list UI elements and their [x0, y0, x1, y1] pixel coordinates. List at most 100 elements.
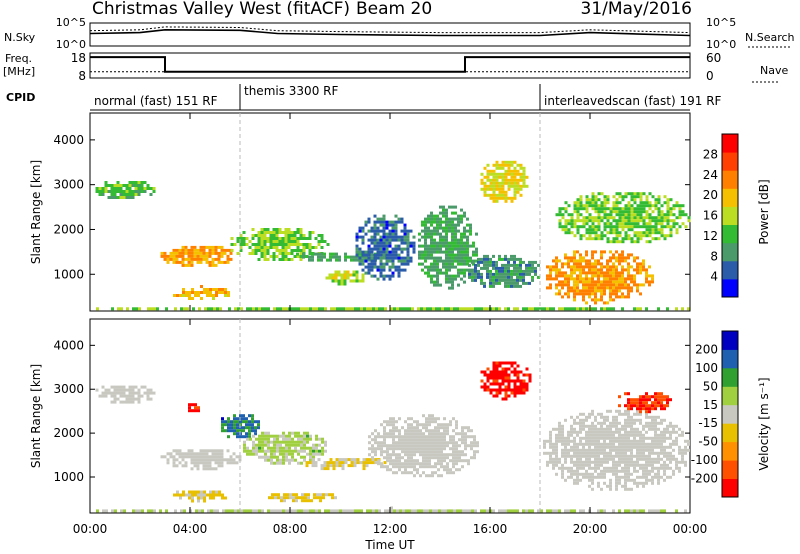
scatter-cell	[308, 243, 312, 246]
scatter-cell	[397, 220, 401, 224]
scatter-cell	[486, 385, 490, 389]
scatter-cell	[552, 460, 555, 464]
scatter-cell	[419, 450, 422, 454]
scatter-cell	[368, 461, 372, 465]
y-tick-label: 2000	[53, 222, 84, 236]
scatter-cell	[570, 472, 573, 476]
scatter-cell	[416, 432, 419, 436]
scatter-cell	[585, 274, 588, 278]
scatter-cell	[202, 464, 206, 468]
scatter-cell	[358, 256, 362, 260]
scatter-cell	[361, 273, 365, 277]
scatter-cell	[166, 458, 170, 462]
scatter-cell	[425, 429, 428, 433]
scatter-cell	[196, 257, 200, 261]
scatter-cell	[681, 460, 684, 464]
scatter-cell	[498, 187, 502, 191]
scatter-cell	[591, 268, 594, 272]
velocity-colorbar-tick-label: -15	[698, 416, 718, 430]
scatter-cell	[516, 172, 520, 176]
scatter-cell	[425, 417, 428, 421]
scatter-cell	[603, 234, 607, 238]
scatter-cell	[240, 509, 243, 513]
scatter-cell	[404, 420, 407, 424]
scatter-cell	[639, 481, 642, 485]
scatter-cell	[555, 457, 558, 461]
scatter-cell	[270, 452, 273, 456]
scatter-cell	[603, 509, 606, 513]
scatter-cell	[209, 294, 212, 297]
scatter-cell	[495, 160, 499, 164]
scatter-cell	[654, 424, 657, 428]
scatter-cell	[660, 213, 664, 217]
scatter-cell	[156, 307, 159, 311]
power-colorbar-swatch	[722, 206, 738, 225]
scatter-cell	[443, 429, 446, 433]
scatter-cell	[227, 291, 230, 294]
scatter-cell	[519, 272, 522, 276]
scatter-cell	[208, 251, 212, 255]
scatter-cell	[476, 444, 479, 448]
scatter-cell	[317, 458, 321, 462]
scatter-cell	[585, 415, 588, 419]
scatter-cell	[119, 196, 123, 199]
scatter-cell	[648, 457, 651, 461]
scatter-cell	[194, 409, 197, 413]
scatter-cell	[588, 271, 591, 275]
scatter-cell	[648, 398, 651, 402]
scatter-cell	[519, 260, 522, 264]
scatter-cell	[398, 432, 401, 436]
scatter-cell	[416, 459, 419, 463]
scatter-cell	[397, 217, 401, 221]
scatter-cell	[483, 184, 487, 188]
scatter-cell	[401, 426, 404, 430]
scatter-cell	[618, 207, 622, 211]
scatter-cell	[570, 216, 574, 220]
scatter-cell	[645, 407, 648, 411]
scatter-cell	[636, 262, 639, 266]
scatter-cell	[388, 256, 392, 260]
scatter-cell	[401, 456, 404, 460]
scatter-cell	[585, 292, 588, 296]
scatter-cell	[480, 178, 484, 182]
scatter-cell	[507, 187, 511, 191]
scatter-cell	[558, 213, 562, 217]
scatter-cell	[654, 207, 658, 211]
scatter-cell	[367, 265, 371, 269]
scatter-cell	[172, 260, 176, 264]
scatter-cell	[398, 459, 401, 463]
scatter-cell	[552, 427, 555, 431]
scatter-cell	[299, 228, 303, 231]
scatter-cell	[570, 448, 573, 452]
scatter-cell	[232, 458, 236, 462]
scatter-cell	[594, 424, 597, 428]
scatter-cell	[612, 228, 616, 232]
scatter-cell	[501, 160, 505, 164]
scatter-cell	[570, 433, 573, 437]
scatter-cell	[636, 404, 639, 408]
scatter-cell	[504, 269, 507, 273]
scatter-cell	[282, 431, 285, 435]
scatter-cell	[579, 424, 582, 428]
scatter-cell	[401, 441, 404, 445]
scatter-cell	[633, 268, 636, 272]
scatter-cell	[442, 262, 445, 266]
scatter-cell	[350, 458, 354, 462]
scatter-cell	[278, 243, 282, 246]
scatter-cell	[615, 231, 619, 235]
scatter-cell	[434, 456, 437, 460]
scatter-cell	[636, 442, 639, 446]
scatter-region	[160, 449, 242, 471]
scatter-cell	[618, 219, 622, 223]
scatter-cell	[200, 285, 203, 288]
scatter-cell	[172, 464, 176, 468]
scatter-cell	[404, 438, 407, 442]
scatter-cell	[525, 509, 528, 513]
scatter-cell	[633, 454, 636, 458]
scatter-cell	[383, 441, 386, 445]
scatter-cell	[657, 207, 661, 211]
scatter-cell	[549, 439, 552, 443]
scatter-cell	[291, 455, 294, 459]
scatter-cell	[558, 274, 561, 278]
scatter-cell	[452, 429, 455, 433]
